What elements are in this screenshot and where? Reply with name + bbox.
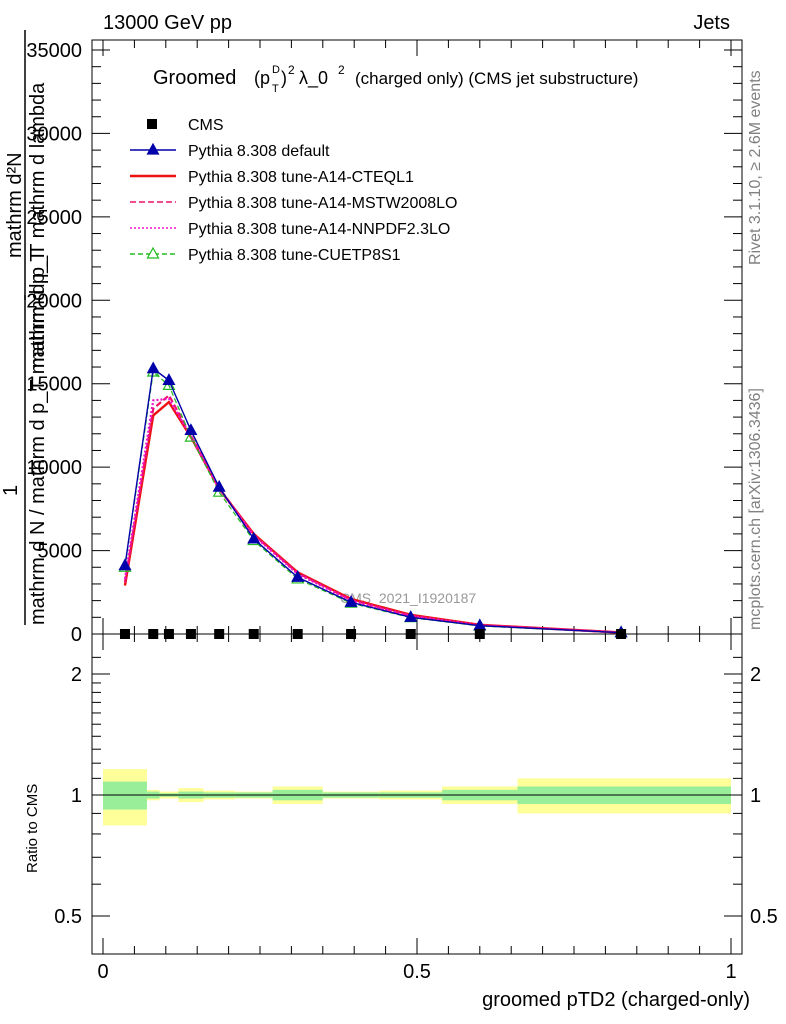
legend-marker-triangle — [146, 142, 160, 155]
main-y-tick-labels: 0 5000 10000 15000 20000 25000 30000 35000 — [26, 40, 82, 646]
ratio-panel: 0.5 0.5 1 1 2 2 Ratio to CMS — [24, 633, 778, 955]
legend-label: Pythia 8.308 tune-A14-CTEQL1 — [188, 169, 414, 186]
x-axis-label: groomed pTD2 (charged-only) — [482, 989, 750, 1011]
title-sup-d: D — [272, 64, 280, 76]
legend-label: Pythia 8.308 tune-A14-NNPDF2.3LO — [188, 221, 450, 238]
ylabel-denominator-2: mathrm d N / mathrm d p_T mathrm d p_T — [27, 250, 49, 625]
title-suffix: (charged only) (CMS jet substructure) — [355, 69, 638, 88]
header-energy: 13000 GeV pp — [103, 12, 232, 34]
legend-label: Pythia 8.308 tune-CUETP8S1 — [188, 247, 401, 264]
legend-item: CMS — [147, 117, 224, 134]
ratio-y-axis-label: Ratio to CMS — [24, 784, 41, 873]
title-prefix: Groomed — [153, 67, 236, 89]
y-tick-label: 20000 — [26, 290, 82, 312]
legend-item: Pythia 8.308 tune-A14-MSTW2008LO — [130, 195, 457, 212]
legend-item: Pythia 8.308 tune-A14-NNPDF2.3LO — [130, 221, 450, 238]
x-tick-label: 0.5 — [403, 961, 431, 983]
title-pow2: 2 — [338, 63, 345, 77]
title-p: p — [260, 68, 270, 88]
y-tick-label: 30000 — [26, 123, 82, 145]
series-marker-1 — [184, 423, 198, 436]
title-open-paren: ( — [254, 68, 260, 88]
main-y-axis-label: mathrm d²N mathrm d p_T mathrm d lambda … — [0, 30, 49, 625]
legend-marker-triangle — [146, 246, 160, 259]
y-tick-label: 15000 — [26, 374, 82, 396]
ratio-bands — [103, 769, 731, 826]
plot-title: Groomed ( p D T ) 2 λ_0 2 (charged only)… — [153, 63, 638, 95]
legend-item: Pythia 8.308 tune-CUETP8S1 — [130, 246, 401, 264]
ylabel-one: 1 — [0, 485, 22, 496]
legend-item: Pythia 8.308 default — [130, 142, 330, 160]
series-marker-1 — [212, 479, 226, 492]
mcplots-text: mcplots.cern.ch [arXiv:1306.3436] — [747, 388, 764, 630]
title-close-paren: ) — [281, 68, 287, 88]
legend-label: Pythia 8.308 default — [188, 143, 330, 160]
ylabel-denominator: mathrm d p_T mathrm d lambda — [27, 82, 49, 368]
x-tick-label: 0 — [97, 961, 108, 983]
rivet-version-text: Rivet 3.1.10, ≥ 2.6M events — [747, 70, 764, 265]
y-tick-label: 25000 — [26, 207, 82, 229]
y-tick-label: 0 — [71, 624, 82, 646]
main-panel: 0 5000 10000 15000 20000 25000 30000 35000 CMS_… — [26, 39, 743, 646]
series-layer — [118, 361, 628, 638]
ratio-y-tick-label-right: 0.5 — [750, 906, 778, 928]
legend-item: Pythia 8.308 tune-A14-CTEQL1 — [130, 169, 414, 186]
series-marker-1 — [404, 610, 418, 622]
ratio-y-tick-label-right: 1 — [750, 785, 761, 807]
ratio-stat-band — [103, 781, 147, 810]
watermark: CMS_2021_I1920187 — [340, 590, 476, 606]
legend: CMS Pythia 8.308 default Pythia 8.308 tune… — [130, 117, 457, 264]
title-lambda: λ_0 — [299, 68, 328, 89]
y-tick-label: 5000 — [38, 541, 83, 563]
y-tick-label: 35000 — [26, 40, 82, 62]
title-sub-t: T — [272, 83, 279, 95]
series-marker-1 — [162, 373, 176, 385]
header-category: Jets — [693, 12, 730, 34]
ratio-y-tick-label: 0.5 — [54, 906, 82, 928]
series-marker-1 — [146, 361, 160, 374]
ratio-y-tick-label: 2 — [71, 664, 82, 686]
legend-marker-square — [147, 119, 157, 129]
ratio-y-tick-label: 1 — [71, 785, 82, 807]
series-marker-1 — [291, 570, 305, 582]
title-pow: 2 — [288, 63, 295, 77]
ylabel-numerator: mathrm d²N — [4, 152, 26, 258]
x-tick-label: 1 — [725, 961, 736, 983]
x-tick-labels: 0 0.5 1 — [97, 961, 736, 983]
main-axis-ticks — [92, 40, 742, 635]
legend-label: Pythia 8.308 tune-A14-MSTW2008LO — [188, 195, 457, 212]
ratio-y-tick-label-right: 2 — [750, 664, 761, 686]
y-tick-label: 10000 — [26, 457, 82, 479]
series-marker-1 — [247, 531, 261, 544]
legend-label: CMS — [188, 117, 224, 134]
series-marker-1 — [344, 595, 358, 607]
ratio-axis-ticks: 0.5 0.5 1 1 2 2 — [54, 634, 778, 954]
series-marker-1 — [118, 558, 132, 571]
